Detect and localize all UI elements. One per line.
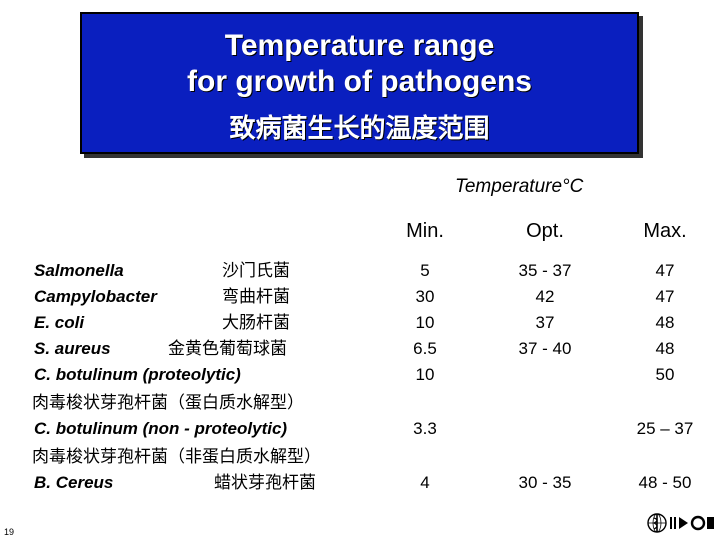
column-header-max: Max. [643, 220, 687, 242]
table-row: 肉毒梭状芽孢杆菌（非蛋白质水解型） [0, 444, 720, 470]
max-temp: 47 [655, 287, 675, 306]
pathogen-name: E. coli [34, 313, 85, 332]
temperature-group-header: Temperature°C [455, 176, 584, 197]
max-temp: 47 [655, 261, 675, 280]
opt-temp: 30 - 35 [518, 473, 572, 492]
table-row: 肉毒梭状芽孢杆菌（蛋白质水解型） [0, 390, 720, 416]
min-temp: 4 [420, 473, 430, 492]
pathogen-name-chinese: 沙门氏菌 [222, 261, 290, 281]
title-line-1: Temperature range [224, 29, 495, 62]
table-row: B. Cereus 蜡状芽孢杆菌 4 30 - 35 48 - 50 [0, 470, 720, 496]
who-emblem-icon [647, 513, 714, 533]
pathogen-name-chinese: 肉毒梭状芽孢杆菌（非蛋白质水解型） [32, 447, 321, 467]
min-temp: 10 [415, 365, 435, 384]
min-temp: 10 [415, 313, 435, 332]
max-temp: 48 - 50 [638, 473, 692, 492]
pathogen-name: Salmonella [34, 261, 124, 280]
max-temp: 48 [655, 313, 675, 332]
column-header-opt: Opt. [526, 220, 564, 242]
min-temp: 6.5 [413, 339, 437, 358]
pathogen-name-chinese: 大肠杆菌 [222, 313, 290, 333]
table-row: Campylobacter 弯曲杆菌 30 42 47 [0, 284, 720, 310]
opt-temp: 42 [535, 287, 555, 306]
opt-temp: 35 - 37 [518, 261, 572, 280]
title-banner: Temperature range for growth of pathogen… [80, 12, 639, 154]
pathogen-name: B. Cereus [34, 473, 114, 492]
table-row: S. aureus 金黄色葡萄球菌 6.5 37 - 40 48 [0, 336, 720, 362]
column-header-min: Min. [406, 220, 444, 242]
pathogen-name-chinese: 弯曲杆菌 [222, 287, 290, 307]
pathogen-name-chinese: 蜡状芽孢杆菌 [214, 473, 316, 493]
min-temp: 5 [420, 261, 430, 280]
pathogen-name: C. botulinum (proteolytic) [34, 365, 241, 384]
table-row: Salmonella 沙门氏菌 5 35 - 37 47 [0, 258, 720, 284]
table-row: E. coli 大肠杆菌 10 37 48 [0, 310, 720, 336]
pathogen-name: Campylobacter [34, 287, 157, 306]
min-temp: 3.3 [413, 419, 437, 438]
opt-temp: 37 [535, 313, 555, 332]
title-line-chinese: 致病菌生长的温度范围 [229, 114, 490, 144]
max-temp: 50 [655, 365, 675, 384]
page-number: 19 [4, 527, 15, 537]
title-line-2: for growth of pathogens [187, 65, 532, 98]
max-temp: 48 [655, 339, 675, 358]
min-temp: 30 [415, 287, 435, 306]
pathogen-name: C. botulinum (non - proteolytic) [34, 419, 288, 438]
opt-temp: 37 - 40 [518, 339, 572, 358]
table-row: C. botulinum (non - proteolytic) 3.3 25 … [0, 416, 720, 442]
pathogen-name: S. aureus [34, 339, 111, 358]
max-temp: 25 – 37 [636, 419, 694, 438]
pathogen-name-chinese: 肉毒梭状芽孢杆菌（蛋白质水解型） [32, 393, 304, 413]
pathogen-name-chinese: 金黄色葡萄球菌 [168, 339, 287, 359]
table-row: C. botulinum (proteolytic) 10 50 [0, 362, 720, 388]
